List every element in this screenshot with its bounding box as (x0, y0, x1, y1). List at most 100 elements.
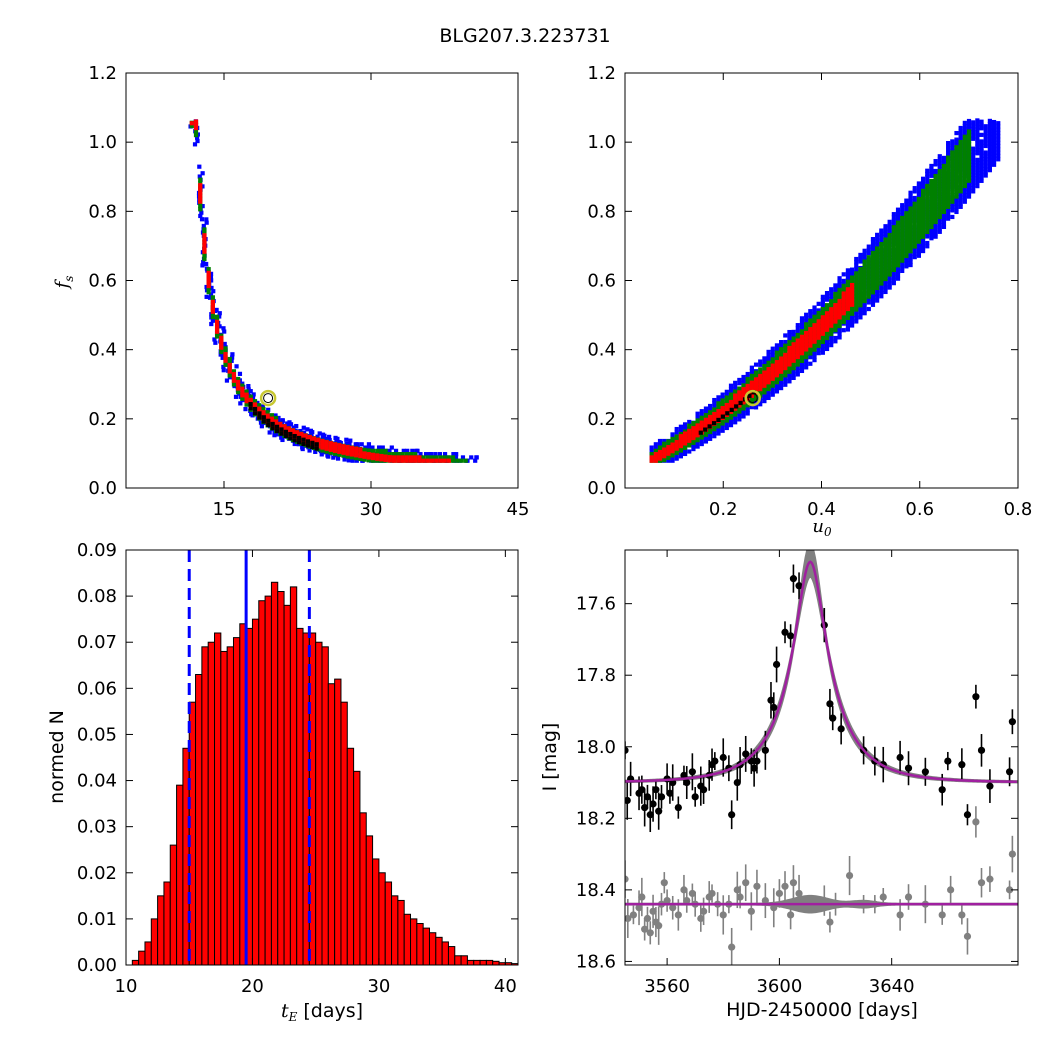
data-point (753, 757, 761, 765)
residual-point (733, 886, 741, 894)
density-cell (925, 183, 930, 189)
density-cell (946, 204, 951, 209)
density-cell (753, 393, 759, 398)
density-cell (231, 369, 237, 374)
density-cell (891, 248, 896, 253)
density-cell (983, 157, 988, 162)
density-cell (937, 168, 942, 174)
density-cell (779, 366, 784, 371)
density-cell (791, 345, 796, 350)
density-cell (762, 380, 767, 385)
residual-point (753, 882, 761, 890)
density-cell (946, 181, 951, 186)
density-cell (962, 160, 967, 166)
density-cell (762, 356, 767, 361)
density-cell (770, 386, 775, 391)
residual-point (641, 925, 649, 933)
density-cell (916, 196, 922, 202)
density-cell (745, 408, 750, 413)
density-cell (958, 189, 963, 194)
density-cell (829, 307, 834, 312)
density-cell (273, 422, 279, 427)
residual-point (635, 904, 643, 912)
density-cell (908, 209, 913, 214)
density-cell (958, 159, 963, 164)
density-cell (887, 229, 892, 234)
density-cell (854, 300, 859, 306)
density-cell (712, 404, 717, 409)
data-point (972, 693, 980, 701)
density-cell (975, 121, 980, 126)
density-cell (774, 366, 780, 371)
histogram-bar (460, 955, 468, 966)
density-cell (829, 299, 834, 304)
density-cell (875, 256, 880, 261)
density-cell (958, 198, 963, 203)
ytick-label: 1.0 (587, 132, 616, 153)
density-cell (816, 301, 821, 306)
density-cell (246, 384, 251, 389)
density-cell (379, 448, 384, 453)
density-cell (908, 197, 913, 202)
density-cell (883, 233, 888, 239)
density-cell (891, 215, 896, 220)
density-cell (783, 350, 788, 355)
density-core-cell (703, 427, 708, 432)
data-point (638, 786, 646, 794)
density-cell (962, 196, 967, 201)
density-cell (724, 395, 729, 400)
residual-point (646, 929, 654, 937)
density-cell (904, 230, 909, 236)
density-cell (212, 337, 217, 342)
density-cell (954, 145, 959, 150)
density-cell (837, 312, 842, 317)
density-cell (912, 248, 917, 253)
density-cell (962, 199, 967, 204)
density-cell (320, 438, 325, 444)
density-cell (895, 223, 901, 228)
density-cell (983, 127, 988, 132)
density-cell (920, 198, 926, 203)
density-cell (349, 452, 355, 457)
residual-point (742, 879, 750, 887)
density-cell (937, 208, 942, 213)
density-cell (996, 124, 1001, 129)
density-cell (749, 396, 754, 401)
density-cell (845, 320, 851, 326)
density-cell (766, 373, 771, 378)
density-cell (908, 245, 913, 251)
density-cell (708, 407, 713, 412)
density-cell (891, 251, 896, 256)
density-cell (887, 236, 892, 241)
density-cell (193, 133, 199, 138)
density-cell (337, 452, 342, 457)
density-core-cell (305, 443, 311, 448)
density-cell (991, 159, 997, 164)
density-cell (795, 351, 800, 356)
density-cell (323, 436, 328, 442)
histogram-bar (251, 618, 260, 966)
density-cell (849, 278, 855, 283)
density-core-cell (297, 435, 302, 441)
density-cell (791, 375, 796, 381)
ytick-label: 0.6 (88, 271, 117, 292)
density-cell (724, 389, 729, 394)
density-cell (837, 291, 842, 296)
histogram-bar (258, 600, 266, 966)
residual-point (845, 871, 854, 880)
density-cell (708, 410, 713, 415)
density-cell (829, 302, 834, 307)
density-cell (891, 218, 896, 223)
density-cell (870, 267, 876, 272)
density-cell (720, 428, 725, 433)
xtick-label: 20 (241, 976, 264, 997)
density-cell (854, 284, 859, 289)
density-cell (200, 263, 205, 268)
density-cell (774, 380, 780, 385)
residual-point (770, 904, 778, 912)
density-cell (879, 294, 884, 299)
density-cell (733, 387, 738, 392)
density-cell (845, 290, 851, 295)
density-cell (413, 455, 418, 460)
density-cell (971, 189, 976, 194)
